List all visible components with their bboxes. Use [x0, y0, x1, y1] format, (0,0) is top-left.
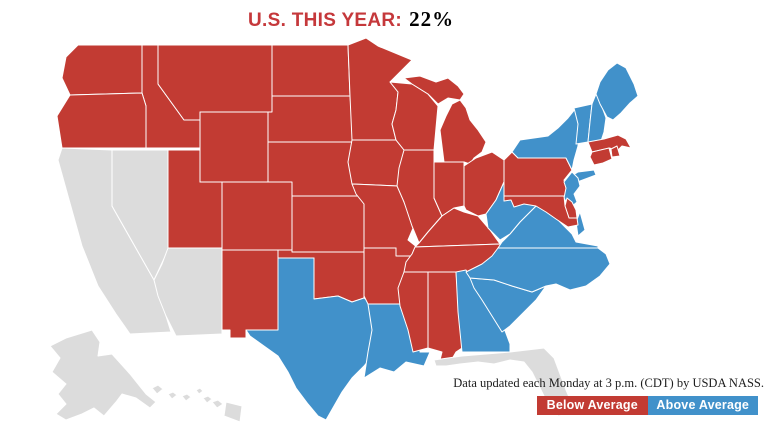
state-KS — [291, 195, 365, 253]
state-TX — [245, 257, 373, 421]
state-AK — [49, 329, 157, 421]
state-ME — [595, 62, 639, 121]
state-NM — [221, 249, 279, 339]
state-OR — [56, 92, 147, 149]
legend-above-average: Above Average — [647, 396, 758, 415]
state-MI — [403, 75, 487, 165]
map-legend: Below Average Above Average — [537, 396, 758, 415]
state-PA — [503, 151, 573, 197]
state-NC — [465, 247, 611, 293]
state-RI — [610, 145, 621, 158]
state-IN — [433, 161, 465, 217]
state-CT — [589, 147, 613, 166]
state-CO — [221, 181, 293, 251]
update-note: Data updated each Monday at 3 p.m. (CDT)… — [453, 376, 764, 390]
map-title-label: U.S. THIS YEAR: — [248, 10, 403, 31]
state-ND — [271, 44, 351, 97]
legend-below-average: Below Average — [537, 396, 648, 415]
state-SD — [267, 95, 355, 143]
map-title-value: 22% — [409, 7, 455, 31]
map-title: U.S. THIS YEAR: 22% — [248, 7, 454, 32]
state-WA — [61, 44, 143, 96]
state-WY — [199, 111, 273, 183]
state-HI — [151, 384, 243, 423]
state-MD — [503, 195, 579, 228]
